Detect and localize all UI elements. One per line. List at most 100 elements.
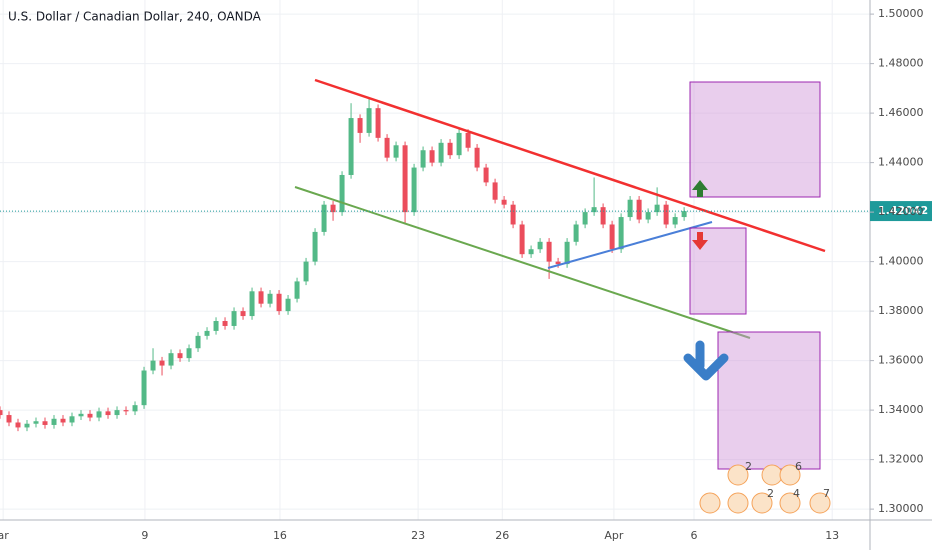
candle-body xyxy=(177,353,183,359)
event-icon xyxy=(751,492,773,514)
candle-body xyxy=(465,132,471,148)
candle-body xyxy=(411,167,417,213)
event-icon xyxy=(727,464,749,486)
candle-body xyxy=(537,241,543,250)
candle-body xyxy=(87,413,93,418)
candle-body xyxy=(213,321,219,331)
candle-body xyxy=(159,360,165,366)
y-tick-label: 1.48000 xyxy=(878,57,924,70)
event-count: 7 xyxy=(823,487,830,500)
candle-body xyxy=(402,145,408,213)
grid xyxy=(0,0,870,520)
candle-body xyxy=(546,241,552,262)
big-down-arrow xyxy=(683,340,729,381)
candle-body xyxy=(591,207,597,213)
candle-body xyxy=(420,150,426,168)
candle-body xyxy=(429,150,435,163)
candle-body xyxy=(222,321,228,326)
candle-body xyxy=(663,204,669,225)
event-count: 4 xyxy=(793,487,800,500)
y-tick-label: 1.50000 xyxy=(878,7,924,20)
candle-body xyxy=(276,293,282,312)
candle-body xyxy=(42,421,48,425)
target-box xyxy=(717,331,821,470)
candle-body xyxy=(204,330,210,336)
down-arrow xyxy=(692,232,708,250)
event-count: 2 xyxy=(745,460,752,473)
last-price-box xyxy=(870,201,932,222)
event-icon xyxy=(779,464,801,486)
candle-body xyxy=(141,370,147,406)
candle-body xyxy=(582,212,588,225)
candle-body xyxy=(609,224,615,250)
x-tick-label: 16 xyxy=(273,529,287,542)
candle-body xyxy=(186,348,192,359)
y-tick-label: 1.40000 xyxy=(878,255,924,268)
event-count: 2 xyxy=(767,487,774,500)
candle-body xyxy=(339,174,345,213)
event-icon xyxy=(779,492,801,514)
candle-body xyxy=(69,416,75,423)
candle-body xyxy=(33,421,39,424)
candle-body xyxy=(636,199,642,220)
candle-body xyxy=(51,418,57,425)
candle-body xyxy=(96,411,102,418)
candle-body xyxy=(492,182,498,200)
chart-title: U.S. Dollar / Canadian Dollar, 240, OAND… xyxy=(8,10,262,24)
candle-body xyxy=(348,118,354,175)
events: 2 6 2 4 7 xyxy=(699,460,831,514)
candle-body xyxy=(6,415,12,423)
up-arrow xyxy=(692,180,708,197)
candle-body xyxy=(366,108,372,133)
candle-body xyxy=(15,422,21,428)
event-count: 6 xyxy=(795,460,802,473)
candle-body xyxy=(123,410,129,412)
event-icon xyxy=(809,492,831,514)
candle-body xyxy=(528,249,534,255)
candle-body xyxy=(438,142,444,163)
candle-body xyxy=(312,231,318,262)
candle-body xyxy=(24,423,30,428)
candle-body xyxy=(78,413,84,417)
candle-body xyxy=(393,145,399,158)
y-tick-label: 1.34000 xyxy=(878,403,924,416)
rising-line xyxy=(547,221,713,269)
candle-body xyxy=(627,199,633,218)
candle-body xyxy=(474,147,480,168)
candle-body xyxy=(294,281,300,299)
x-tick-label: 13 xyxy=(825,529,839,542)
candle-body xyxy=(168,353,174,366)
candle-body xyxy=(501,199,507,205)
y-tick-label: 1.36000 xyxy=(878,354,924,367)
resistance-line xyxy=(314,78,826,253)
x-tick-label: 26 xyxy=(495,529,509,542)
candle-body xyxy=(150,360,156,371)
x-tick-label: ar xyxy=(0,529,9,542)
candle-body xyxy=(483,167,489,183)
candle-body xyxy=(0,410,3,416)
candle-body xyxy=(456,132,462,156)
candle-body xyxy=(240,311,246,317)
candle-body xyxy=(60,418,66,423)
candle-body xyxy=(114,410,120,416)
candle-body xyxy=(357,118,363,133)
y-tick-label: 1.30000 xyxy=(878,502,924,515)
candle-body xyxy=(447,142,453,156)
candle-body xyxy=(132,405,138,412)
candle-body xyxy=(258,291,264,304)
candle-body xyxy=(105,411,111,416)
target-box xyxy=(689,81,821,198)
candle-body xyxy=(645,212,651,220)
candle-body xyxy=(672,217,678,225)
candle-body xyxy=(573,224,579,242)
candle-body xyxy=(519,224,525,255)
candles xyxy=(0,98,687,432)
candle-body xyxy=(375,108,381,138)
candle-body xyxy=(231,311,237,326)
candle-body xyxy=(249,291,255,317)
event-icon xyxy=(727,492,749,514)
y-tick-label: 1.46000 xyxy=(878,106,924,119)
x-tick-label: 6 xyxy=(691,529,698,542)
x-tick-label: 23 xyxy=(411,529,425,542)
